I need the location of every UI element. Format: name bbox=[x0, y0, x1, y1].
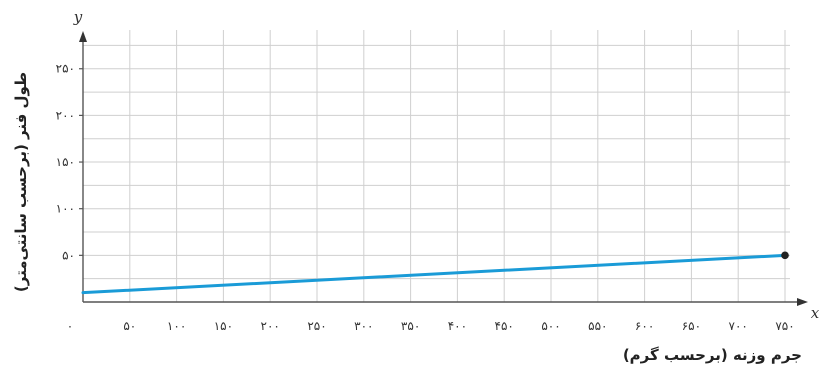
series-line bbox=[81, 253, 787, 295]
y-axis-title: طول فنر (برحسب سانتی‌متر) bbox=[12, 72, 30, 292]
x-tick-label: ۷۰۰ bbox=[729, 319, 748, 333]
axes bbox=[79, 31, 808, 306]
y-variable-label: y bbox=[73, 8, 83, 26]
x-tick-label: ۲۰۰ bbox=[261, 319, 280, 333]
x-tick-label: ۵۰۰ bbox=[541, 319, 560, 333]
x-tick-labels: ۵۰ ۱۰۰ ۱۵۰ ۲۰۰ ۲۵۰ ۳۰۰ ۳۵۰ ۴۰۰ ۴۵۰ ۵۰۰ ۵۵۰ ۶۰۰ ۶۵۰ ۷۰… bbox=[123, 319, 794, 333]
y-tick-label: ۱۰۰ bbox=[56, 202, 75, 216]
x-tick-label: ۱۰۰ bbox=[167, 319, 186, 333]
x-tick-label: ۳۵۰ bbox=[401, 319, 420, 333]
data-series bbox=[81, 251, 789, 295]
x-tick-label: ۵۵۰ bbox=[588, 319, 607, 333]
y-axis-arrowhead bbox=[79, 31, 87, 42]
y-tick-label: ۵۰ bbox=[62, 248, 75, 262]
x-tick-label: ۲۵۰ bbox=[307, 319, 326, 333]
y-tick-labels: ۵۰ ۱۰۰ ۱۵۰ ۲۰۰ ۲۵۰ bbox=[56, 62, 83, 262]
endpoint-marker bbox=[781, 251, 789, 260]
origin-label: ۰ bbox=[67, 319, 73, 333]
y-tick-label: ۲۰۰ bbox=[56, 108, 75, 122]
x-variable-label: x bbox=[811, 304, 820, 322]
x-tick-label: ۴۵۰ bbox=[495, 319, 514, 333]
y-tick-label: ۲۵۰ bbox=[56, 62, 75, 76]
x-axis-title: جرم وزنه (برحسب گرم) bbox=[623, 346, 802, 364]
x-axis-arrowhead bbox=[797, 298, 808, 306]
x-tick-label: ۶۰۰ bbox=[635, 319, 654, 333]
x-tick-label: ۵۰ bbox=[123, 319, 136, 333]
x-tick-label: ۷۵۰ bbox=[775, 319, 794, 333]
x-tick-label: ۶۵۰ bbox=[682, 319, 701, 333]
x-tick-label: ۴۰۰ bbox=[448, 319, 467, 333]
x-tick-label: ۱۵۰ bbox=[214, 319, 233, 333]
y-tick-label: ۱۵۰ bbox=[56, 155, 75, 169]
x-tick-label: ۳۰۰ bbox=[354, 319, 373, 333]
